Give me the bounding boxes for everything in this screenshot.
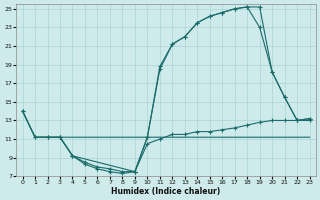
X-axis label: Humidex (Indice chaleur): Humidex (Indice chaleur) [111,187,221,196]
